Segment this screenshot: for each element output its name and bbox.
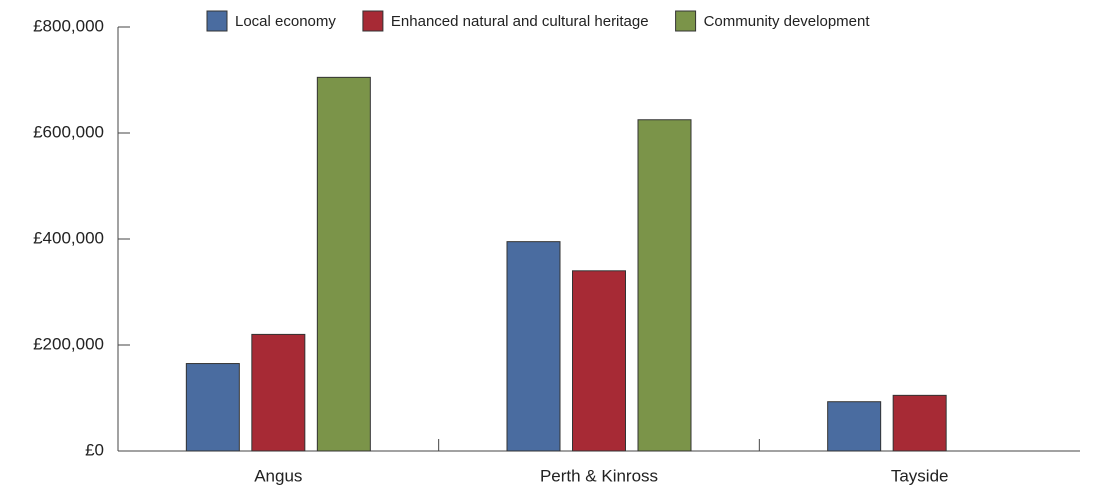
legend-swatch	[362, 10, 384, 32]
x-tick-label: Tayside	[891, 466, 949, 485]
legend-label: Local economy	[235, 13, 336, 30]
bar	[572, 270, 626, 452]
y-tick-label: £600,000	[33, 122, 104, 141]
y-tick-label: £800,000	[33, 16, 104, 35]
bar	[185, 363, 240, 452]
bar	[251, 333, 306, 452]
y-tick-label: £200,000	[33, 334, 104, 353]
x-tick-label: Perth & Kinross	[540, 466, 658, 485]
bar	[892, 394, 947, 452]
legend-label: Enhanced natural and cultural heritage	[391, 13, 649, 30]
legend-swatch	[675, 10, 697, 32]
y-tick-label: £400,000	[33, 228, 104, 247]
bar	[637, 119, 692, 452]
bar	[827, 401, 882, 452]
y-tick-label: £0	[85, 440, 104, 459]
legend-label: Community development	[704, 13, 871, 30]
bar	[316, 76, 371, 452]
legend-swatch	[206, 10, 228, 32]
x-tick-label: Angus	[254, 466, 302, 485]
bar	[506, 241, 561, 452]
